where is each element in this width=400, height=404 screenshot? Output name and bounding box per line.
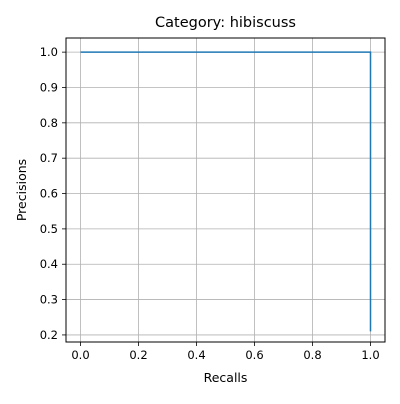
y-tick-label: 0.4 [40, 257, 58, 271]
precision-recall-line [80, 51, 372, 332]
y-tick-label: 0.2 [40, 328, 58, 342]
y-tick-label: 0.7 [40, 151, 58, 165]
x-tick-label: 0.2 [129, 348, 147, 362]
y-tick-label: 1.0 [40, 45, 58, 59]
x-axis-label: Recalls [204, 370, 248, 385]
x-tick-label: 1.0 [361, 348, 379, 362]
tick-marks [62, 51, 371, 346]
plot-frame [65, 37, 386, 343]
series-layer [80, 51, 372, 332]
y-tick-label: 0.3 [40, 293, 58, 307]
y-tick-label: 0.6 [40, 187, 58, 201]
y-tick-label: 0.8 [40, 116, 58, 130]
y-tick-labels: 0.2 0.3 0.4 0.5 0.6 0.7 0.8 0.9 1.0 [40, 45, 58, 342]
x-tick-label: 0.0 [71, 348, 89, 362]
x-tick-label: 0.8 [303, 348, 321, 362]
y-tick-label: 0.9 [40, 80, 58, 94]
chart-title: Category: hibiscuss [155, 15, 296, 31]
x-tick-label: 0.6 [245, 348, 263, 362]
y-tick-label: 0.5 [40, 222, 58, 236]
y-axis-label: Precisions [14, 159, 29, 221]
x-tick-labels: 0.0 0.2 0.4 0.6 0.8 1.0 [71, 348, 379, 362]
x-tick-label: 0.4 [187, 348, 205, 362]
